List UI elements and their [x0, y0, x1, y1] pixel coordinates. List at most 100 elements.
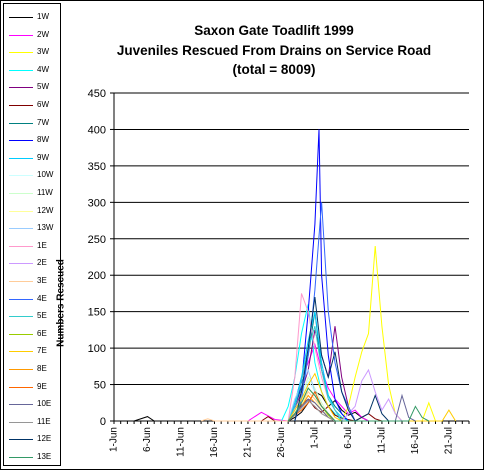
series-line-13E	[287, 387, 430, 422]
legend-label: 3W	[37, 47, 49, 57]
legend-label: 3E	[37, 276, 47, 285]
legend-swatch	[9, 351, 33, 353]
legend-item-4W: 4W	[4, 64, 60, 78]
legend-label: 9E	[37, 381, 47, 391]
legend-item-9W: 9W	[4, 152, 60, 166]
y-tick-label: 150	[88, 307, 106, 319]
legend-label: 11E	[37, 416, 51, 426]
y-tick-label: 250	[88, 234, 106, 246]
legend-label: 13W	[37, 223, 54, 233]
legend-label: 13E	[37, 452, 52, 461]
legend-swatch	[9, 140, 33, 142]
legend-label: 4E	[37, 293, 47, 303]
legend-item-5E: 5E	[4, 310, 60, 324]
x-tick-label: 21-Jul	[444, 427, 455, 454]
legend-label: 1W	[37, 12, 49, 21]
x-tick-label: 6-Jun	[142, 427, 153, 452]
legend-swatch	[9, 52, 33, 54]
legend-item-11W: 11W	[4, 187, 60, 201]
x-tick-label: 16-Jun	[209, 427, 220, 458]
chart-title: Saxon Gate Toadlift 1999 Juveniles Rescu…	[61, 21, 486, 80]
x-tick-label: 16-Jul	[410, 427, 421, 454]
series-line-4E	[294, 202, 356, 422]
x-tick-label: 1-Jun	[109, 427, 120, 452]
legend-label: 12W	[37, 205, 54, 215]
legend-swatch	[9, 17, 33, 18]
legend-label: 11W	[37, 188, 53, 197]
legend-swatch	[9, 421, 33, 423]
legend-swatch	[9, 263, 33, 265]
chart-title-line-1: Saxon Gate Toadlift 1999	[194, 23, 354, 38]
legend-item-8W: 8W	[4, 134, 60, 148]
y-tick-label: 300	[88, 197, 106, 209]
legend-label: 6E	[37, 328, 47, 338]
series-line-12E	[294, 297, 389, 422]
legend-label: 12E	[37, 434, 52, 444]
legend-label: 8E	[37, 364, 47, 373]
legend-swatch	[9, 228, 33, 230]
y-tick-label: 400	[88, 124, 106, 136]
x-tick-label: 26-Jun	[276, 427, 287, 458]
legend-swatch	[9, 87, 33, 89]
legend-label: 1E	[37, 240, 47, 250]
legend-item-6W: 6W	[4, 99, 60, 113]
legend-label: 2E	[37, 258, 47, 268]
legend-label: 6W	[37, 100, 49, 109]
legend-item-1E: 1E	[4, 240, 60, 254]
legend-swatch	[9, 316, 33, 318]
legend-swatch	[9, 369, 33, 370]
y-tick-label: 350	[88, 161, 106, 173]
legend-swatch	[9, 105, 33, 106]
series-line-5E	[287, 326, 343, 422]
legend-item-9E: 9E	[4, 381, 60, 395]
legend-label: 7W	[37, 117, 49, 127]
series-line-7E	[287, 372, 457, 422]
legend-item-10E: 10E	[4, 398, 60, 412]
legend-swatch	[9, 193, 33, 194]
legend-item-12E: 12E	[4, 433, 60, 447]
legend-item-12W: 12W	[4, 205, 60, 219]
x-tick-label: 1-Jul	[310, 427, 321, 449]
chart-title-line-2: Juveniles Rescued From Drains on Service…	[116, 42, 432, 58]
legend-swatch	[9, 69, 33, 71]
legend-item-1W: 1W	[4, 11, 60, 25]
legend: 1W 2W 3W 4W 5W 6W 7W 8W 9W 10W 11W 12W 13W 1E 2E 3E 4E 5E…	[3, 3, 61, 466]
series-line-9W	[287, 311, 349, 422]
x-tick-label: 6-Jul	[343, 427, 354, 449]
y-tick-label: 100	[88, 343, 106, 355]
legend-item-7W: 7W	[4, 117, 60, 131]
legend-item-7E: 7E	[4, 345, 60, 359]
x-tick-label: 21-Jun	[243, 427, 254, 458]
legend-label: 5E	[37, 311, 47, 321]
legend-swatch	[9, 404, 33, 406]
legend-item-6E: 6E	[4, 328, 60, 342]
y-tick-label: 450	[88, 88, 106, 100]
legend-swatch	[9, 210, 33, 212]
legend-label: 10W	[37, 170, 54, 180]
legend-label: 7E	[37, 346, 47, 356]
legend-swatch	[9, 386, 33, 388]
y-tick-label: 200	[88, 270, 106, 282]
legend-item-5W: 5W	[4, 81, 60, 95]
legend-swatch	[9, 157, 33, 159]
legend-item-2E: 2E	[4, 257, 60, 271]
series-line-8W	[287, 129, 349, 422]
x-tick-label: 11-Jun	[176, 427, 187, 457]
legend-label: 8W	[37, 135, 49, 145]
legend-item-3W: 3W	[4, 46, 60, 60]
x-tick-label: 11-Jul	[377, 427, 388, 454]
legend-item-4E: 4E	[4, 293, 60, 307]
series-line-3W	[341, 246, 436, 422]
legend-item-2W: 2W	[4, 29, 60, 43]
legend-swatch	[9, 34, 33, 36]
legend-swatch	[9, 298, 33, 300]
legend-swatch	[9, 281, 33, 282]
chart-title-line-3: (total = 8009)	[232, 62, 316, 77]
legend-swatch	[9, 333, 33, 335]
legend-swatch	[9, 122, 33, 124]
series-line-2E	[341, 368, 403, 422]
legend-item-8E: 8E	[4, 363, 60, 377]
series-line-10E	[287, 393, 416, 422]
